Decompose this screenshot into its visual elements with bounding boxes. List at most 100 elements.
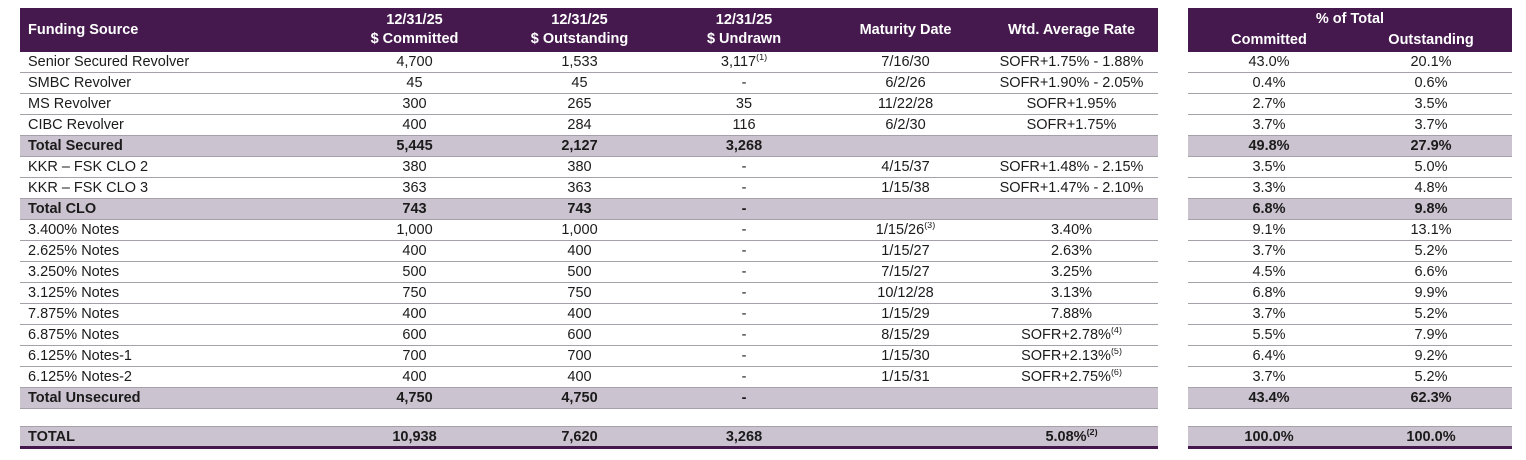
cell-funding-source-value: 3.400% Notes — [28, 222, 120, 238]
cell-outstanding: 500 — [497, 264, 662, 280]
cell-pct-outstanding-value: 9.9% — [1414, 285, 1448, 301]
cell-funding-source: 6.875% Notes — [20, 327, 332, 343]
subtotal-row: 6.8% 9.8% — [1188, 199, 1512, 220]
cell-pct-outstanding-value: 5.2% — [1414, 243, 1448, 259]
cell-undrawn: 3,268 — [662, 429, 826, 445]
table-row: 3.5% 5.0% — [1188, 157, 1512, 178]
cell-undrawn-value: - — [741, 327, 747, 343]
cell-undrawn-value: - — [741, 285, 747, 301]
cell-committed: 743 — [332, 201, 497, 217]
cell-maturity-date: 6/2/26 — [826, 75, 985, 91]
cell-undrawn: - — [662, 243, 826, 259]
cell-wtd-average-rate: SOFR+2.13%(5) — [985, 348, 1158, 364]
cell-outstanding: 7,620 — [497, 429, 662, 445]
cell-maturity-date: 1/15/29 — [826, 306, 985, 322]
table-gap — [1188, 409, 1512, 426]
pct-table-body: 43.0% 20.1% 0.4% 0.6% 2.7% 3.5% 3.7% 3.7% 49.8% 2… — [1188, 52, 1512, 449]
cell-committed: 4,700 — [332, 54, 497, 70]
cell-pct-committed-value: 4.5% — [1252, 264, 1286, 280]
cell-committed: 400 — [332, 306, 497, 322]
cell-wtd-average-rate: SOFR+1.90% - 2.05% — [985, 75, 1158, 91]
cell-wtd-average-rate: 5.08%(2) — [985, 429, 1158, 445]
cell-pct-committed: 2.7% — [1188, 96, 1350, 112]
cell-maturity-date-value: 1/15/38 — [881, 180, 930, 196]
cell-pct-committed-value: 43.4% — [1248, 390, 1290, 406]
cell-maturity-date: 8/15/29 — [826, 327, 985, 343]
cell-wtd-average-rate-value: SOFR+1.90% - 2.05% — [999, 75, 1144, 91]
cell-pct-outstanding: 0.6% — [1350, 75, 1512, 91]
cell-wtd-average-rate-value: SOFR+1.48% - 2.15% — [999, 159, 1144, 175]
table-row: CIBC Revolver 400 284 116 6/2/30 SOFR+1.75% — [20, 115, 1158, 136]
cell-outstanding-value: 380 — [567, 159, 592, 175]
cell-undrawn: 3,268 — [662, 138, 826, 154]
column-header-pct-outstanding: Outstanding — [1388, 32, 1474, 48]
cell-pct-outstanding-value: 7.9% — [1414, 327, 1448, 343]
cell-undrawn-value: - — [741, 390, 747, 406]
cell-undrawn: - — [662, 306, 826, 322]
cell-committed-value: 300 — [402, 96, 427, 112]
funding-sources-table: Funding Source 12/31/25 $ Committed 12/3… — [20, 8, 1158, 449]
cell-outstanding-value: 743 — [567, 201, 592, 217]
cell-committed: 700 — [332, 348, 497, 364]
cell-outstanding-value: 500 — [567, 264, 592, 280]
cell-pct-outstanding: 5.0% — [1350, 159, 1512, 175]
cell-outstanding: 363 — [497, 180, 662, 196]
cell-wtd-average-rate-value: SOFR+2.13% — [1021, 348, 1111, 364]
total-row: TOTAL 10,938 7,620 3,268 5.08%(2) — [20, 426, 1158, 449]
cell-funding-source: CIBC Revolver — [20, 117, 332, 133]
cell-pct-outstanding-value: 3.7% — [1414, 117, 1448, 133]
cell-pct-committed: 43.4% — [1188, 390, 1350, 406]
cell-pct-outstanding: 9.9% — [1350, 285, 1512, 301]
cell-maturity-date: 1/15/31 — [826, 369, 985, 385]
cell-outstanding: 600 — [497, 327, 662, 343]
cell-funding-source: 3.250% Notes — [20, 264, 332, 280]
footnote-marker: (5) — [1110, 348, 1122, 357]
cell-undrawn-value: 3,268 — [725, 428, 763, 445]
funding-table-body: Senior Secured Revolver 4,700 1,533 3,117(1… — [20, 52, 1158, 449]
cell-outstanding: 700 — [497, 348, 662, 364]
cell-outstanding: 743 — [497, 201, 662, 217]
column-header-wtd-average-rate: Wtd. Average Rate — [1007, 21, 1136, 38]
cell-undrawn-value: 116 — [732, 117, 756, 133]
cell-pct-outstanding: 5.2% — [1350, 369, 1512, 385]
cell-committed: 4,750 — [332, 390, 497, 406]
cell-committed: 300 — [332, 96, 497, 112]
cell-funding-source: SMBC Revolver — [20, 75, 332, 91]
cell-undrawn: - — [662, 201, 826, 217]
cell-funding-source-value: Total Unsecured — [28, 390, 141, 406]
cell-pct-committed: 3.7% — [1188, 243, 1350, 259]
cell-undrawn-value: - — [741, 243, 747, 259]
cell-pct-outstanding: 20.1% — [1350, 54, 1512, 70]
cell-outstanding-value: 400 — [567, 243, 592, 259]
table-row: 0.4% 0.6% — [1188, 73, 1512, 94]
cell-outstanding-value: 750 — [567, 285, 592, 301]
cell-outstanding: 1,000 — [497, 222, 662, 238]
cell-wtd-average-rate-value: 7.88% — [1050, 306, 1093, 322]
cell-pct-committed-value: 6.4% — [1252, 348, 1286, 364]
cell-outstanding-value: 400 — [567, 369, 592, 385]
cell-undrawn-value: - — [741, 201, 747, 217]
cell-committed-value: 750 — [402, 285, 427, 301]
cell-pct-outstanding: 62.3% — [1350, 390, 1512, 406]
cell-funding-source: 3.400% Notes — [20, 222, 332, 238]
cell-funding-source: 3.125% Notes — [20, 285, 332, 301]
cell-undrawn-value: 3,117 — [720, 54, 757, 70]
cell-committed-value: 400 — [402, 306, 427, 322]
cell-funding-source-value: CIBC Revolver — [28, 117, 124, 133]
column-header-maturity-date: Maturity Date — [859, 21, 952, 38]
cell-wtd-average-rate: 3.25% — [985, 264, 1158, 280]
cell-undrawn-value: - — [741, 264, 747, 280]
footnote-marker: (2) — [1086, 428, 1098, 437]
cell-undrawn: - — [662, 75, 826, 91]
cell-funding-source: TOTAL — [20, 429, 332, 445]
cell-wtd-average-rate: SOFR+2.75%(6) — [985, 369, 1158, 385]
cell-wtd-average-rate: 3.13% — [985, 285, 1158, 301]
header-label-line: $ Committed — [370, 31, 459, 47]
footnote-marker: (3) — [924, 222, 936, 231]
cell-pct-committed: 4.5% — [1188, 264, 1350, 280]
footnote-marker: (6) — [1110, 369, 1122, 378]
cell-outstanding: 750 — [497, 285, 662, 301]
cell-outstanding-value: 7,620 — [561, 428, 598, 445]
pct-of-total-table: % of Total Committed Outstanding 43.0% 20… — [1188, 8, 1512, 449]
table-row: SMBC Revolver 45 45 - 6/2/26 SOFR+1.90% - 2.0… — [20, 73, 1158, 94]
